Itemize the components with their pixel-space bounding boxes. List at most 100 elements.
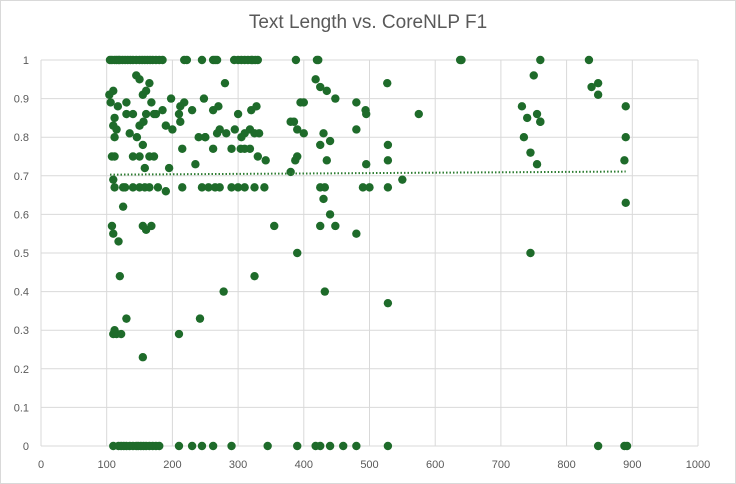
data-point xyxy=(147,221,156,231)
data-point xyxy=(322,156,331,165)
data-point xyxy=(250,271,259,281)
data-point xyxy=(289,117,299,126)
data-point xyxy=(219,287,228,296)
y-tick-label: 0.4 xyxy=(14,287,29,299)
chart-title: Text Length vs. CoreNLP F1 xyxy=(248,12,488,33)
data-point xyxy=(178,183,187,192)
data-point xyxy=(110,133,119,142)
data-point xyxy=(519,133,529,142)
data-point xyxy=(208,144,218,153)
data-point xyxy=(621,102,630,111)
data-point xyxy=(325,136,335,146)
data-point xyxy=(187,441,197,451)
data-point xyxy=(240,183,249,192)
data-points xyxy=(105,55,632,451)
data-point xyxy=(532,160,542,169)
data-point xyxy=(293,152,302,161)
data-point xyxy=(155,441,164,451)
x-tick-label: 300 xyxy=(229,459,247,471)
data-point xyxy=(253,55,263,65)
y-tick-label: 0.2 xyxy=(14,364,29,376)
data-point xyxy=(457,55,466,65)
data-point xyxy=(110,113,119,123)
data-point xyxy=(174,441,184,451)
data-point xyxy=(233,183,243,192)
data-point xyxy=(161,187,171,196)
data-point xyxy=(222,129,231,138)
x-tick-label: 900 xyxy=(623,459,641,471)
data-point xyxy=(204,183,213,192)
data-point xyxy=(140,163,150,173)
data-point xyxy=(293,441,302,451)
data-point xyxy=(194,133,203,142)
data-point xyxy=(128,183,138,192)
data-point xyxy=(319,129,328,138)
data-point xyxy=(352,441,361,451)
data-point xyxy=(270,221,279,231)
data-point xyxy=(220,78,230,88)
data-point xyxy=(383,441,393,451)
data-point xyxy=(383,78,392,88)
data-point xyxy=(158,105,167,115)
data-point xyxy=(174,109,184,119)
data-point xyxy=(212,55,222,65)
data-point xyxy=(250,183,259,192)
data-point xyxy=(322,86,331,96)
data-point xyxy=(135,152,144,161)
data-point xyxy=(164,163,174,173)
data-point xyxy=(197,55,207,65)
x-tick-label: 100 xyxy=(98,459,116,471)
data-point xyxy=(299,129,308,138)
data-point xyxy=(158,55,167,65)
data-point xyxy=(325,210,335,219)
data-point xyxy=(195,314,205,323)
data-point xyxy=(118,202,128,211)
data-point xyxy=(593,441,603,451)
data-point xyxy=(362,109,371,119)
data-point xyxy=(176,117,185,126)
x-tick-label: 1000 xyxy=(686,459,710,471)
data-point xyxy=(122,109,131,119)
data-point xyxy=(230,125,240,134)
data-point xyxy=(145,78,154,88)
data-point xyxy=(325,441,335,451)
data-point xyxy=(161,121,171,130)
data-point xyxy=(153,183,163,192)
x-tick-label: 800 xyxy=(557,459,575,471)
data-point xyxy=(362,160,371,169)
data-point xyxy=(112,125,121,134)
y-axis-ticks: 0 0.1 0.2 0.3 0.4 0.5 0.6 0.7 0.8 0.9 1 xyxy=(14,55,29,453)
data-point xyxy=(110,152,119,161)
data-point xyxy=(138,353,148,362)
data-point xyxy=(227,183,236,192)
data-point xyxy=(178,144,187,153)
data-point xyxy=(621,198,630,208)
data-point xyxy=(114,237,123,246)
data-point xyxy=(316,82,325,92)
data-point xyxy=(622,441,632,451)
data-point xyxy=(182,55,192,65)
data-point xyxy=(149,152,159,161)
data-point xyxy=(208,441,218,451)
y-tick-label: 0.5 xyxy=(14,248,29,260)
data-point xyxy=(320,183,330,192)
data-point xyxy=(286,167,295,177)
data-point xyxy=(526,148,535,157)
data-point xyxy=(383,183,393,192)
data-point xyxy=(113,102,123,111)
data-point xyxy=(398,175,407,184)
data-point xyxy=(365,183,374,192)
data-point xyxy=(199,94,209,103)
data-point xyxy=(358,183,368,192)
data-point xyxy=(197,441,207,451)
trendline-path xyxy=(109,170,626,176)
data-point xyxy=(120,183,130,192)
data-point xyxy=(139,117,148,126)
data-point xyxy=(109,229,118,238)
data-point xyxy=(245,144,255,153)
data-point xyxy=(319,194,328,204)
y-tick-label: 0.6 xyxy=(14,209,29,221)
y-tick-label: 0 xyxy=(23,441,29,453)
data-point xyxy=(621,133,630,142)
data-point xyxy=(331,221,340,231)
